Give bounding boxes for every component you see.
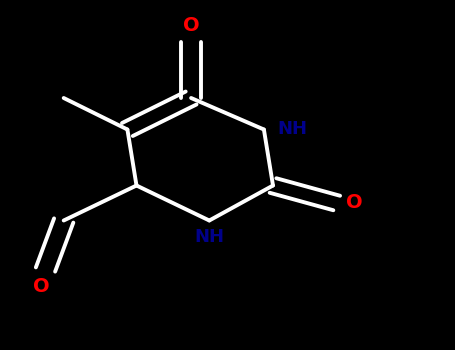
Text: NH: NH: [278, 120, 308, 139]
Text: NH: NH: [194, 228, 224, 245]
Text: O: O: [346, 194, 363, 212]
Text: O: O: [183, 16, 199, 35]
Text: O: O: [33, 276, 49, 295]
